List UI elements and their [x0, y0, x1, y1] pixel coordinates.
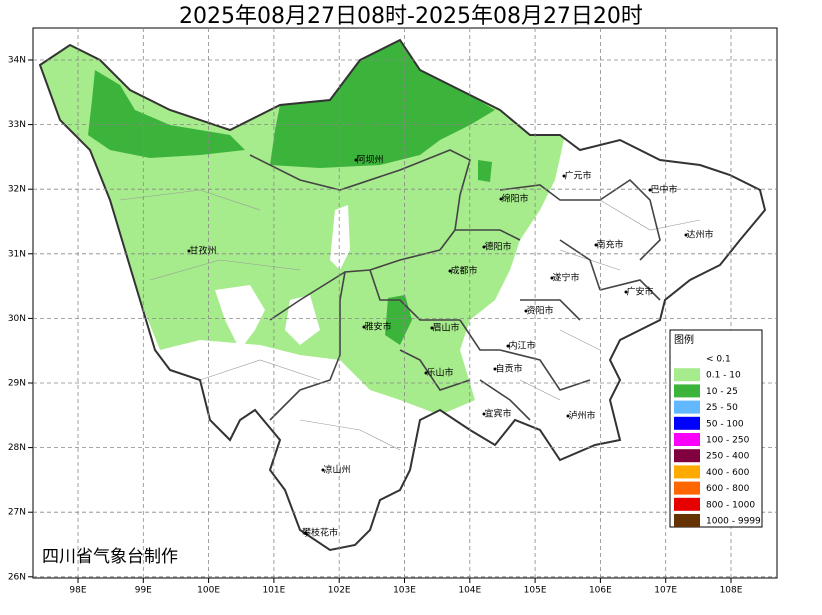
legend-label: 50 - 100: [706, 419, 744, 429]
city-label: 巴中市: [650, 184, 677, 196]
legend-title: 图例: [674, 333, 694, 346]
dry-patch: [215, 285, 265, 350]
city-label: 德阳市: [484, 241, 511, 253]
lat-label: 31N: [8, 249, 26, 259]
city-label: 广元市: [564, 170, 591, 182]
city-dot: [448, 269, 452, 273]
legend-swatch: [674, 481, 700, 495]
city-label: 眉山市: [432, 322, 459, 334]
lat-label: 32N: [8, 185, 26, 195]
rain-10-25: [478, 160, 492, 182]
legend-label: 400 - 600: [706, 468, 750, 478]
legend-swatch: [674, 465, 700, 479]
city-label: 泸州市: [568, 410, 595, 422]
legend-swatch: [674, 497, 700, 511]
legend-label: 800 - 1000: [706, 500, 755, 510]
credit: 四川省气象台制作: [42, 547, 178, 567]
city-label: 成都市: [450, 265, 477, 277]
city-label: 内江市: [508, 340, 535, 352]
city-dot: [499, 197, 503, 201]
city-label: 自贡市: [495, 363, 522, 375]
legend-label: 250 - 400: [706, 452, 750, 462]
city-dot: [648, 188, 652, 192]
rain-10-25: [88, 70, 245, 158]
city-dot: [304, 531, 308, 535]
legend-label: 100 - 250: [706, 436, 750, 446]
lon-label: 98E: [69, 586, 86, 596]
lat-label: 33N: [8, 120, 26, 130]
city-label: 绵阳市: [501, 193, 528, 205]
city-dot: [562, 174, 566, 178]
city-label: 遂宁市: [552, 272, 579, 284]
legend-label: 600 - 800: [706, 484, 750, 494]
city-dot: [430, 326, 434, 330]
lon-label: 104E: [458, 586, 481, 596]
lon-label: 103E: [393, 586, 416, 596]
rain-10-25: [270, 40, 495, 168]
map-title: 2025年08月27日08时-2025年08月27日20时: [179, 4, 643, 29]
city-dot: [624, 290, 628, 294]
lon-label: 102E: [328, 586, 351, 596]
city-label: 南充市: [596, 239, 623, 251]
legend-swatch: [674, 514, 700, 527]
city-label: 宜宾市: [484, 408, 511, 420]
city-label: 乐山市: [426, 367, 453, 379]
lon-label: 107E: [654, 586, 677, 596]
city-label: 甘孜州: [189, 245, 216, 257]
city-dot: [594, 243, 598, 247]
city-dot: [354, 158, 358, 162]
lat-label: 28N: [8, 443, 26, 453]
legend-swatch: [674, 449, 700, 463]
city-dot: [482, 412, 486, 416]
legend-label: 25 - 50: [706, 403, 738, 413]
labels: 98E 99E 100E 101E 102E 103E 104E 105E 106E 107E 10…: [8, 56, 743, 596]
city-label: 阿坝州: [356, 155, 383, 166]
lon-label: 106E: [589, 586, 612, 596]
lon-label: 99E: [135, 586, 152, 596]
legend-swatch: [674, 416, 700, 430]
lon-label: 101E: [262, 586, 285, 596]
county-borders: [119, 189, 701, 451]
city-dot: [550, 276, 554, 280]
city-dot: [524, 309, 528, 313]
lat-label: 26N: [8, 572, 26, 582]
city-label: 资阳市: [526, 305, 553, 317]
city-dot: [321, 468, 325, 472]
lon-label: 100E: [197, 586, 220, 596]
lat-label: 27N: [8, 508, 26, 518]
dry-patch: [285, 295, 320, 345]
lat-label: 34N: [8, 56, 26, 66]
city-dot: [506, 344, 510, 348]
city-dot: [187, 249, 191, 253]
legend-swatch: [674, 400, 700, 414]
city-label: 达州市: [686, 229, 713, 241]
city-dot: [493, 367, 497, 371]
graticule: [28, 28, 777, 583]
legend-swatch: [674, 368, 700, 382]
lat-label: 29N: [8, 379, 26, 389]
city-label: 广安市: [626, 286, 653, 298]
city-label: 凉山州: [323, 464, 350, 476]
legend-label: 10 - 25: [706, 387, 738, 397]
city-label: 雅安市: [364, 321, 391, 333]
legend-swatch: [674, 433, 700, 446]
lon-label: 105E: [524, 586, 547, 596]
city-dot: [362, 325, 366, 329]
city-label: 攀枝花市: [302, 527, 338, 539]
legend-label: < 0.1: [706, 355, 731, 365]
prefecture-borders: [249, 149, 661, 421]
city-dot: [424, 371, 428, 375]
city-dot: [684, 233, 688, 237]
lon-label: 108E: [720, 586, 743, 596]
lat-label: 30N: [8, 314, 26, 324]
legend-label: 1000 - 9999: [706, 517, 761, 527]
legend-label: 0.1 - 10: [706, 371, 741, 381]
legend-swatch: [674, 352, 700, 365]
city-dot: [566, 414, 570, 418]
city-dot: [482, 245, 486, 249]
legend-swatch: [674, 384, 700, 398]
rain-10-25: [385, 295, 412, 345]
